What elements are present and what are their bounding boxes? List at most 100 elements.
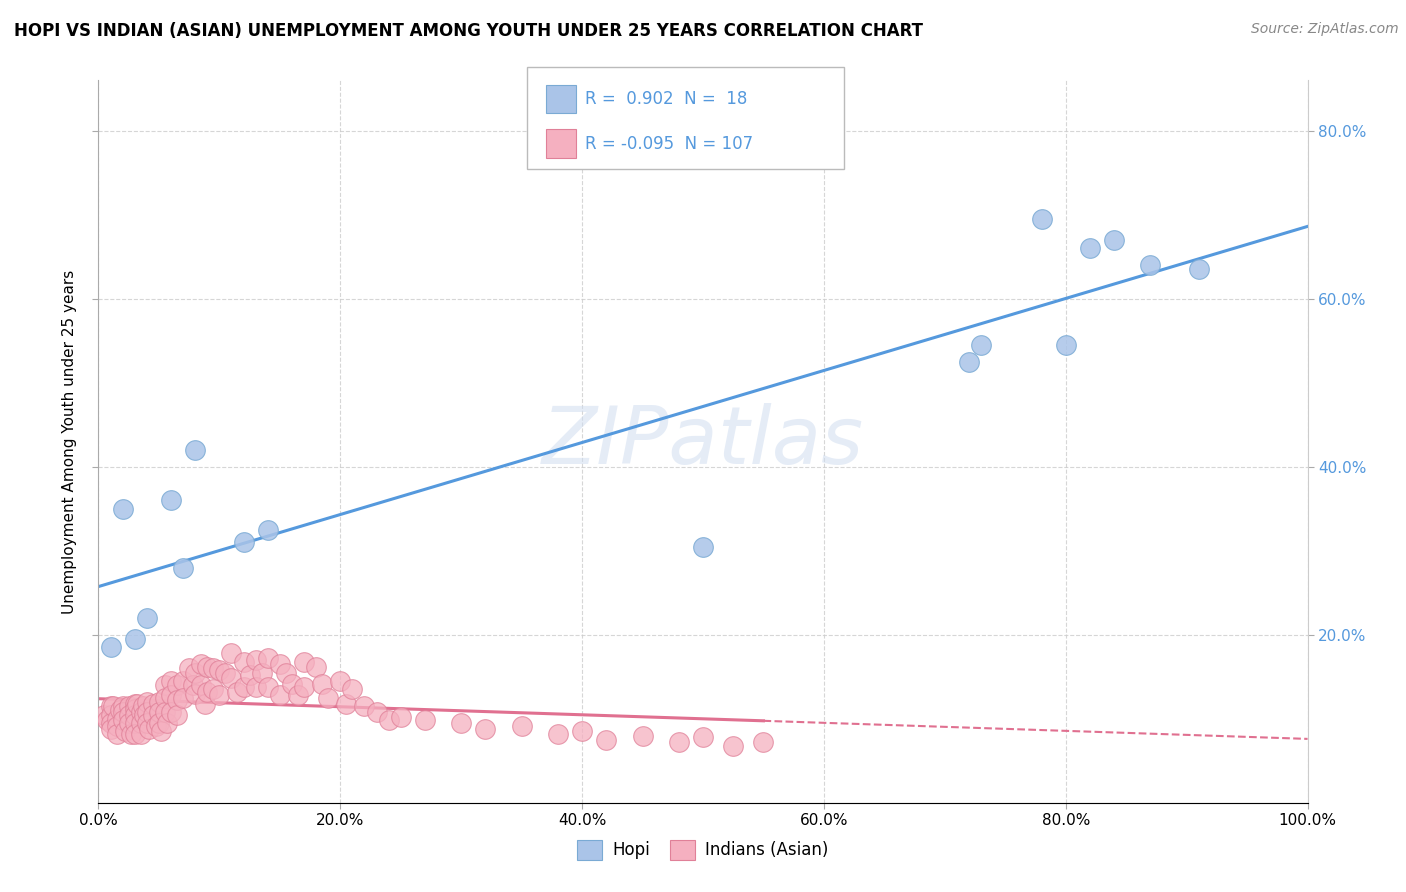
Point bbox=[957, 355, 980, 369]
Point bbox=[111, 699, 134, 714]
Point bbox=[232, 680, 254, 694]
Point bbox=[101, 699, 124, 714]
Point bbox=[135, 716, 157, 731]
Point bbox=[135, 705, 157, 719]
Point bbox=[256, 523, 278, 537]
Point bbox=[184, 665, 207, 680]
Point bbox=[118, 707, 141, 722]
Point bbox=[571, 724, 593, 739]
Point bbox=[316, 690, 339, 705]
Point bbox=[208, 663, 231, 677]
Point bbox=[172, 560, 194, 574]
Point bbox=[150, 724, 173, 739]
Point bbox=[1031, 211, 1053, 226]
Point bbox=[105, 727, 128, 741]
Point bbox=[111, 714, 134, 728]
Point bbox=[142, 697, 165, 711]
Point bbox=[148, 716, 170, 731]
Text: Source: ZipAtlas.com: Source: ZipAtlas.com bbox=[1251, 22, 1399, 37]
Point bbox=[305, 659, 328, 673]
Point bbox=[184, 687, 207, 701]
Point bbox=[190, 657, 212, 672]
Point bbox=[172, 673, 194, 688]
Point bbox=[208, 688, 231, 702]
Point bbox=[120, 727, 142, 741]
Point bbox=[335, 697, 357, 711]
Point bbox=[166, 693, 188, 707]
Point bbox=[105, 712, 128, 726]
Point bbox=[450, 716, 472, 731]
Point bbox=[105, 718, 128, 732]
Point bbox=[723, 739, 745, 753]
Point bbox=[970, 338, 993, 352]
Point bbox=[202, 682, 225, 697]
Point bbox=[214, 665, 236, 680]
Point bbox=[1054, 338, 1077, 352]
Point bbox=[172, 690, 194, 705]
Point bbox=[292, 680, 315, 694]
Point bbox=[160, 688, 183, 702]
Point bbox=[156, 716, 179, 731]
Point bbox=[239, 668, 262, 682]
Point bbox=[269, 688, 291, 702]
Text: R = -0.095  N = 107: R = -0.095 N = 107 bbox=[585, 135, 754, 153]
Point bbox=[232, 655, 254, 669]
Point bbox=[181, 678, 204, 692]
Point bbox=[96, 714, 118, 728]
Point bbox=[329, 673, 352, 688]
Point bbox=[377, 714, 399, 728]
Point bbox=[129, 727, 152, 741]
Point bbox=[245, 680, 267, 694]
Point bbox=[281, 676, 304, 690]
Point bbox=[194, 697, 217, 711]
Point bbox=[547, 727, 569, 741]
Text: ZIPatlas: ZIPatlas bbox=[541, 402, 865, 481]
Point bbox=[269, 657, 291, 672]
Point bbox=[287, 688, 309, 702]
Point bbox=[135, 611, 157, 625]
Point bbox=[1139, 258, 1161, 272]
Point bbox=[195, 685, 218, 699]
Point bbox=[129, 705, 152, 719]
Point bbox=[114, 724, 136, 739]
Point bbox=[752, 735, 775, 749]
Point bbox=[474, 722, 496, 736]
Text: R =  0.902  N =  18: R = 0.902 N = 18 bbox=[585, 90, 747, 108]
Point bbox=[595, 732, 617, 747]
Point bbox=[153, 705, 176, 719]
Point bbox=[179, 661, 201, 675]
Point bbox=[138, 722, 160, 736]
Point bbox=[108, 703, 131, 717]
Point bbox=[148, 695, 170, 709]
Text: HOPI VS INDIAN (ASIAN) UNEMPLOYMENT AMONG YOUTH UNDER 25 YEARS CORRELATION CHART: HOPI VS INDIAN (ASIAN) UNEMPLOYMENT AMON… bbox=[14, 22, 924, 40]
Point bbox=[1102, 233, 1125, 247]
Point bbox=[160, 493, 183, 508]
Point bbox=[100, 716, 122, 731]
Point bbox=[111, 501, 134, 516]
Point bbox=[153, 678, 176, 692]
Point bbox=[100, 722, 122, 736]
Point bbox=[148, 705, 170, 719]
Point bbox=[124, 632, 146, 646]
Point bbox=[100, 640, 122, 655]
Point bbox=[93, 707, 115, 722]
Point bbox=[166, 707, 188, 722]
Point bbox=[195, 659, 218, 673]
Point bbox=[153, 690, 176, 705]
Point bbox=[366, 705, 388, 719]
Point bbox=[129, 716, 152, 731]
Point bbox=[692, 731, 714, 745]
Point bbox=[127, 697, 149, 711]
Point bbox=[668, 735, 690, 749]
Point bbox=[190, 678, 212, 692]
Point bbox=[142, 707, 165, 722]
Point bbox=[124, 702, 146, 716]
Point bbox=[111, 705, 134, 719]
Point bbox=[184, 442, 207, 457]
Point bbox=[274, 665, 297, 680]
Point bbox=[100, 707, 122, 722]
Point bbox=[232, 535, 254, 549]
Point bbox=[245, 653, 267, 667]
Point bbox=[1078, 241, 1101, 255]
Point bbox=[221, 646, 243, 660]
